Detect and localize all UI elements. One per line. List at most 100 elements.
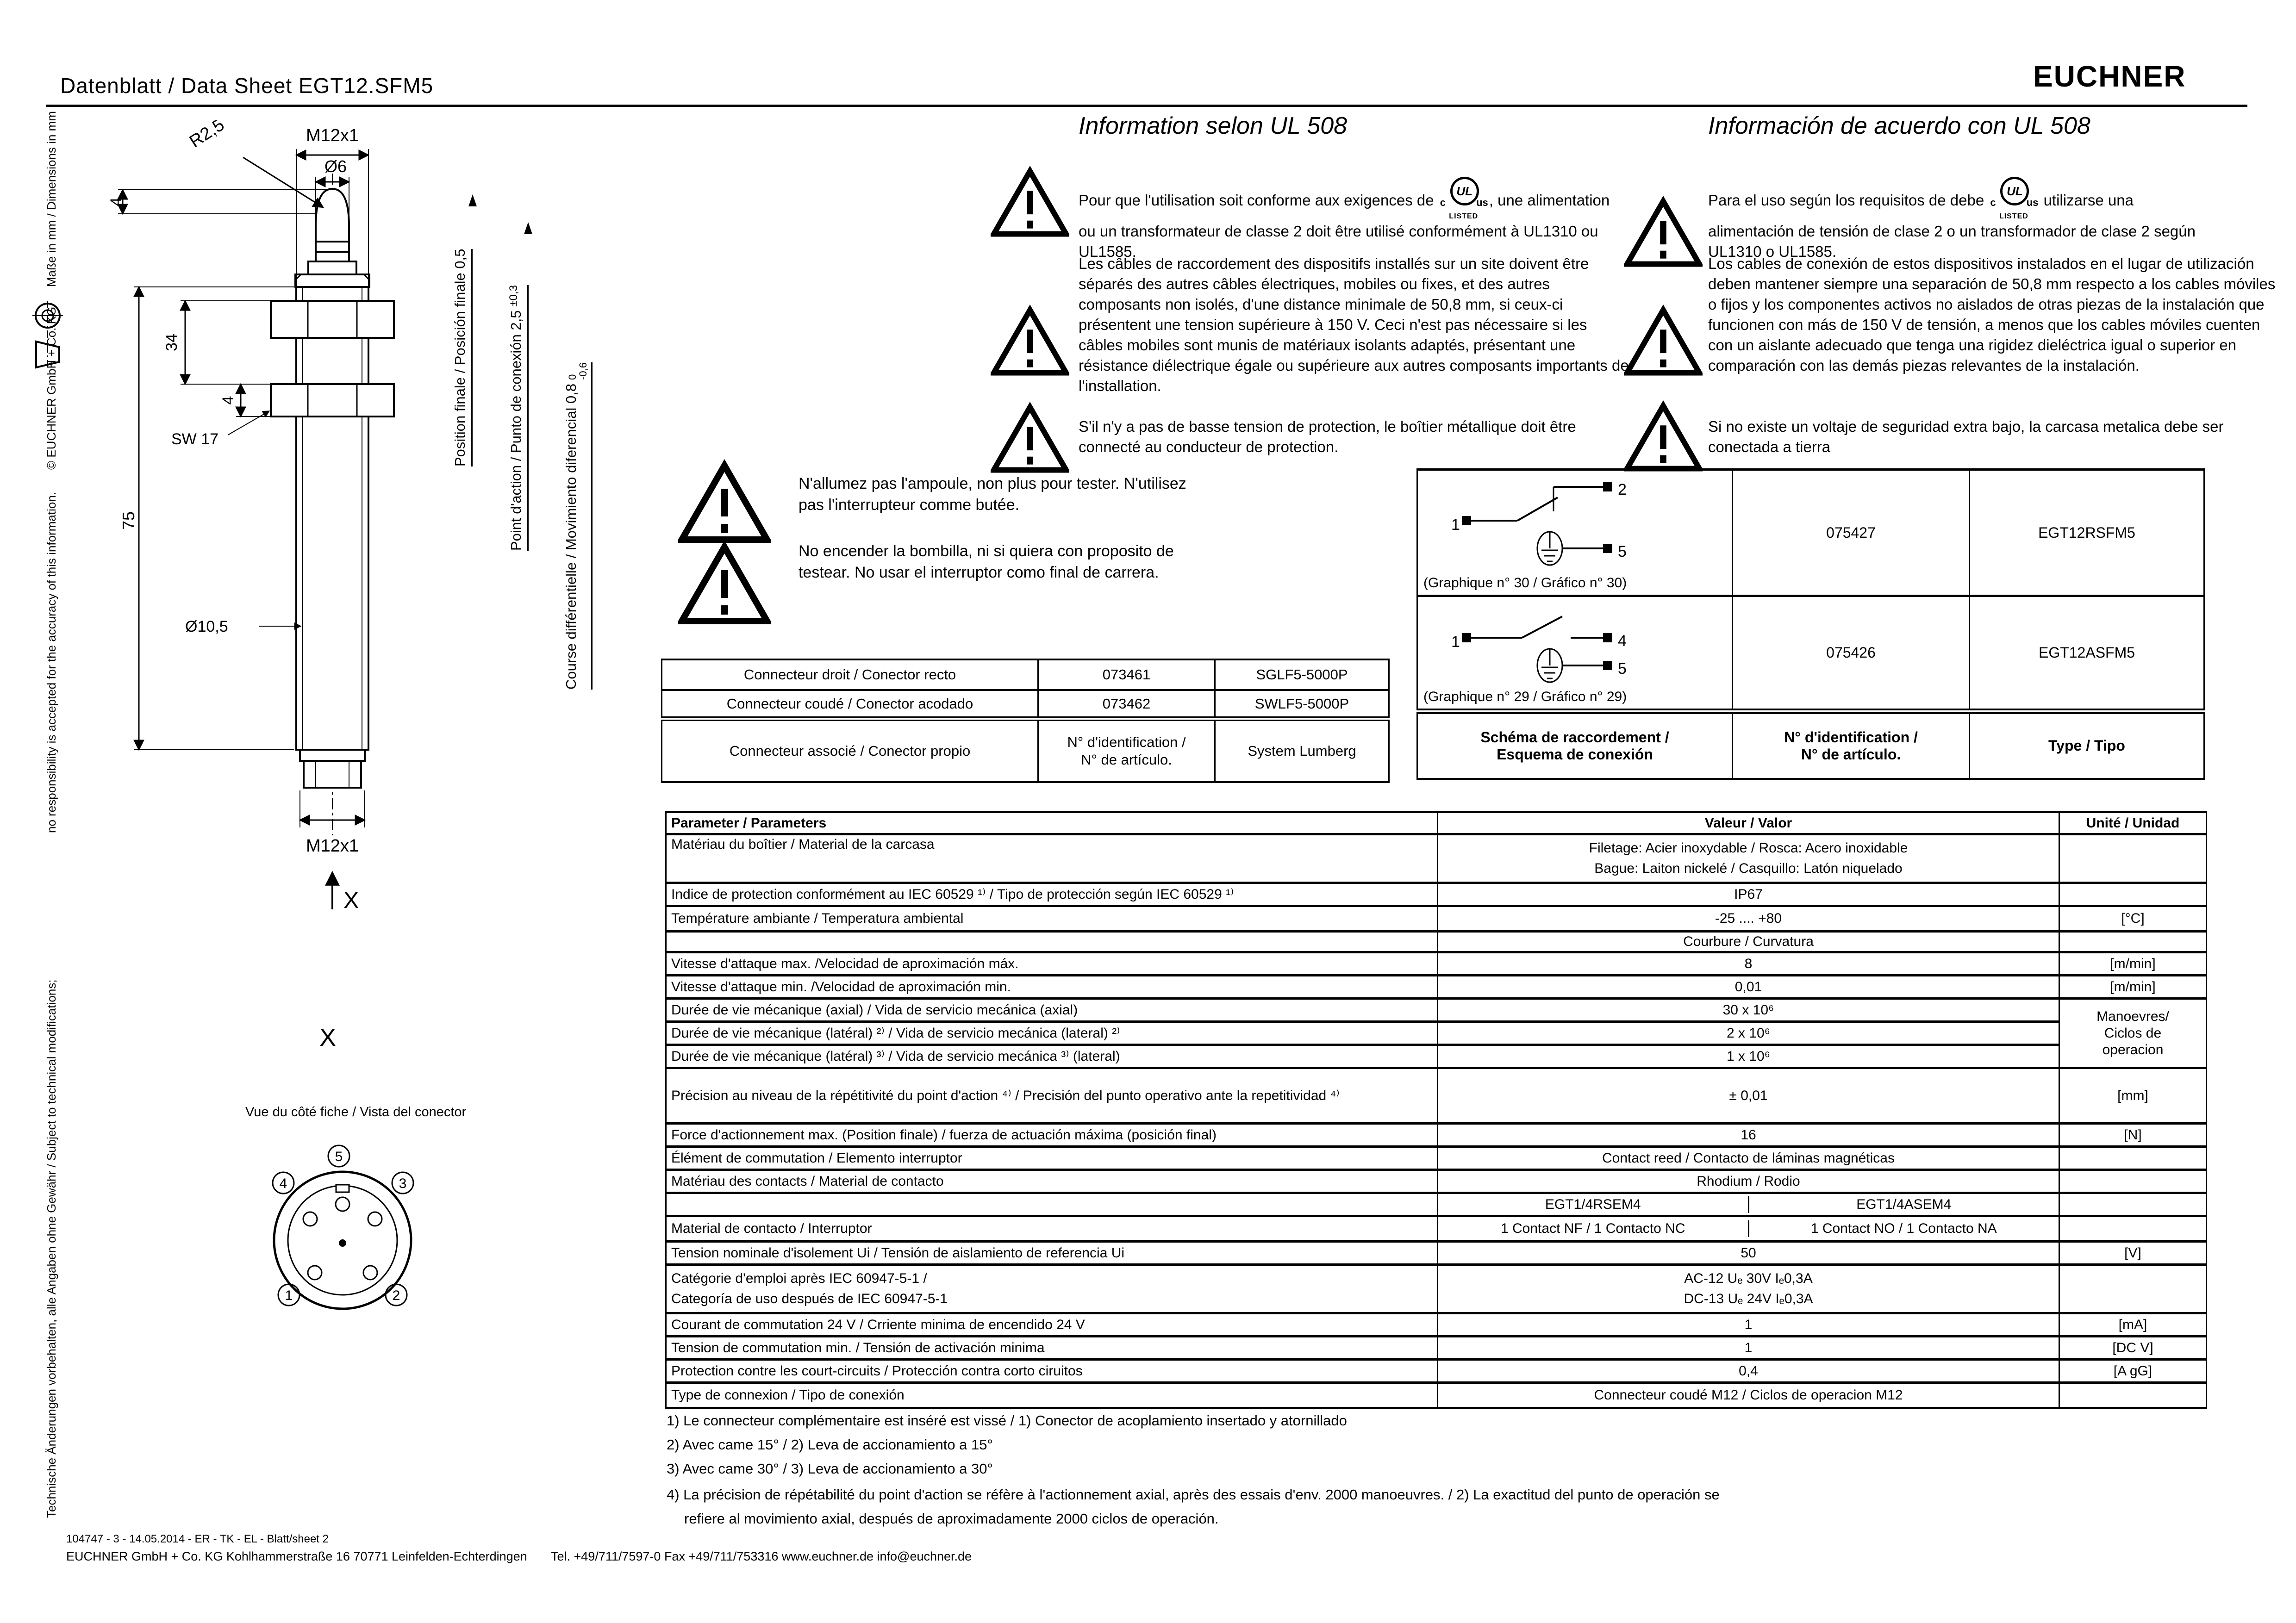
schema-header-line1: Schéma de raccordement /: [1480, 728, 1669, 746]
param-label-cell: Tension nominale d'isolement Ui / Tensió…: [665, 1240, 1438, 1266]
annotation-differential-travel: Course différentielle / Movimiento difer…: [563, 362, 593, 690]
pin-ground-label: 5: [1618, 543, 1627, 560]
unit-line: Ciclos de: [2104, 1025, 2162, 1041]
ul-es-paragraph-3: Si no existe un voltaje de seguridad ext…: [1708, 418, 2224, 455]
tolerance-lower: -0,6: [577, 362, 589, 380]
table-row: Schéma de raccordement / Esquema de cone…: [1416, 709, 2205, 780]
param-value-cell: 8: [1437, 951, 2060, 976]
ul-mark-circle: UL: [2000, 177, 2029, 205]
copyright-note: © EUCHNER GmbH + Co. KG: [44, 306, 58, 470]
ul-fr-paragraph-2: Les câbles de raccordement des dispositi…: [1079, 255, 1629, 394]
param-label-cell: Force d'actionnement max. (Position fina…: [665, 1122, 1438, 1148]
ul-fr-paragraph-1: Pour que l'utilisation soit conforme aux…: [1079, 177, 1629, 262]
warning-icon: [991, 166, 1069, 237]
table-row: Précision au niveau de la répétitivité d…: [665, 1067, 2207, 1125]
view-x-title: X: [319, 1024, 336, 1051]
param-value-cell: 1 x 10⁶: [1437, 1044, 2060, 1069]
dim-diameter105: Ø10,5: [185, 618, 228, 635]
param-value-cell-split: 1 Contact NF / 1 Contacto NC 1 Contact NO…: [1437, 1215, 2060, 1243]
schema-type-cell: EGT12RSFM5: [1969, 468, 2205, 597]
table-row: Type de connexion / Tipo de conexión Con…: [665, 1381, 2207, 1409]
warning-icon: [1624, 196, 1703, 267]
table-row: 1 2 5: [1416, 468, 2205, 597]
pin-a-label: 1: [1451, 516, 1460, 534]
warning-icon: [678, 459, 771, 543]
param-header-cell: Parameter / Parameters: [665, 811, 1438, 835]
pin-label-2: 2: [393, 1288, 400, 1303]
schema-type-cell: EGT12ASFM5: [1969, 595, 2205, 713]
value-line: AC-12 Uₑ 30V Iₑ0,3A: [1684, 1271, 1813, 1286]
ul-heading-es: Información de acuerdo con UL 508: [1708, 112, 2090, 139]
warning-icon: [1624, 400, 1703, 472]
table-row: EGT1/4RSEM4 EGT1/4ASEM4: [665, 1192, 2207, 1217]
schema-header-line1: N° d'identification /: [1784, 728, 1918, 746]
circuit-diagram-30: 1 2 5: [1418, 471, 1732, 595]
param-label-cell: Courant de commutation 24 V / Crriente m…: [665, 1312, 1438, 1337]
ul-mark-listed: LISTED: [1449, 212, 1479, 220]
schema-table: 1 2 5: [1416, 468, 2205, 780]
ul-fr-p1-text-b: , une alimentation ou un transformateur …: [1079, 192, 1610, 260]
label-line: Categoría de uso después de IEC 60947-5-…: [671, 1291, 948, 1306]
param-value-cell: Filetage: Acier inoxydable / Rosca: Acer…: [1437, 833, 2060, 884]
warning-icon: [678, 541, 771, 624]
pin-label-5: 5: [335, 1149, 343, 1164]
annotation-action-point-text: Point d'action / Punto de conexión 2,5: [508, 310, 524, 551]
table-row: 1 4 5: [1416, 595, 2205, 713]
param-label-cell: Catégorie d'emploi après IEC 60947-5-1 /…: [665, 1263, 1438, 1314]
param-label-cell: Durée de vie mécanique (latéral) ³⁾ / Vi…: [665, 1044, 1438, 1069]
param-value-cell: 1: [1437, 1312, 2060, 1337]
tolerance-upper: 0: [567, 374, 578, 380]
param-unit-cell: [A gG]: [2059, 1358, 2207, 1384]
dim-radius: R2,5: [186, 120, 228, 152]
schema-id-cell: 075426: [1732, 595, 1970, 713]
table-row: Connecteur droit / Conector recto 073461…: [661, 659, 1390, 691]
connector-id-cell: 073462: [1037, 689, 1216, 720]
param-unit-cell: [2059, 882, 2207, 907]
ul-listed-mark-icon: c UL us LISTED: [1438, 177, 1489, 221]
connector-type-cell: SGLF5-5000P: [1214, 659, 1390, 691]
annotation-action-tolerance: ±0,3: [507, 285, 520, 307]
param-label-cell: [665, 930, 1438, 953]
footnote-2: 2) Avec came 15° / 2) Leva de accionamie…: [667, 1436, 993, 1453]
page-title: Datenblatt / Data Sheet EGT12.SFM5: [60, 74, 434, 98]
id-header-line1: N° d'identification /: [1067, 734, 1186, 750]
pin-label-4: 4: [280, 1176, 287, 1191]
param-unit-cell: [mA]: [2059, 1312, 2207, 1337]
param-unit-cell: [DC V]: [2059, 1335, 2207, 1361]
param-unit-cell: [2059, 833, 2207, 884]
param-label-cell: [665, 1192, 1438, 1217]
table-row: Durée de vie mécanique (latéral) ³⁾ / Vi…: [665, 1044, 2207, 1069]
connector-view-caption: Vue du côté fiche / Vista del conector: [245, 1105, 467, 1119]
param-label-cell: Durée de vie mécanique (axial) / Vida de…: [665, 997, 1438, 1023]
param-value-cell: 16: [1437, 1122, 2060, 1148]
pin-b-label: 2: [1618, 481, 1627, 498]
view-x-label: X: [343, 887, 359, 913]
first-angle-projection-icon: [32, 301, 63, 369]
connector-table: Connecteur droit / Conector recto 073461…: [661, 659, 1390, 783]
table-row: Courbure / Curvatura: [665, 930, 2207, 953]
param-unit-cell: [mm]: [2059, 1067, 2207, 1125]
warning-icon: [1624, 305, 1703, 376]
param-label-cell: Durée de vie mécanique (latéral) ²⁾ / Vi…: [665, 1020, 1438, 1046]
dim-diameter6: Ø6: [324, 157, 347, 176]
lamp-warning-es: No encender la bombilla, ni si quiera co…: [799, 542, 1174, 581]
param-value-cell: Contact reed / Contacto de láminas magné…: [1437, 1145, 2060, 1171]
annotation-action-point: Point d'action / Punto de conexión 2,5 ±0…: [507, 285, 529, 551]
param-label-cell: Matériau du boîtier / Material de la car…: [665, 833, 1438, 884]
value-line: Filetage: Acier inoxydable / Rosca: Acer…: [1589, 840, 1908, 856]
param-label-cell: Protection contre les court-circuits / P…: [665, 1358, 1438, 1384]
table-row: Connecteur associé / Conector propio N° …: [661, 716, 1390, 783]
footnote-4: 4) La précision de répétabilité du point…: [667, 1486, 1720, 1503]
dim-75: 75: [119, 511, 138, 530]
param-value-cell-split: EGT1/4RSEM4 EGT1/4ASEM4: [1437, 1192, 2060, 1217]
connector-label-cell: Connecteur associé / Conector propio: [661, 716, 1039, 783]
dim-m12-bottom: M12x1: [306, 836, 359, 856]
no-contact-circuit-icon: 1 4 5: [1451, 616, 1627, 683]
value-left: 1 Contact NF / 1 Contacto NC: [1501, 1221, 1685, 1236]
param-value-cell: Rhodium / Rodio: [1437, 1169, 2060, 1194]
label-line: Catégorie d'emploi après IEC 60947-5-1 /: [671, 1271, 927, 1286]
ul-es-paragraph-1: Para el uso según los requisitos de debe…: [1708, 177, 2213, 262]
parameter-table: Parameter / Parameters Valeur / Valor Un…: [665, 811, 2207, 1409]
circuit-cell: 1 4 5: [1416, 595, 1733, 713]
id-header-line2: N° de artículo.: [1081, 752, 1172, 768]
